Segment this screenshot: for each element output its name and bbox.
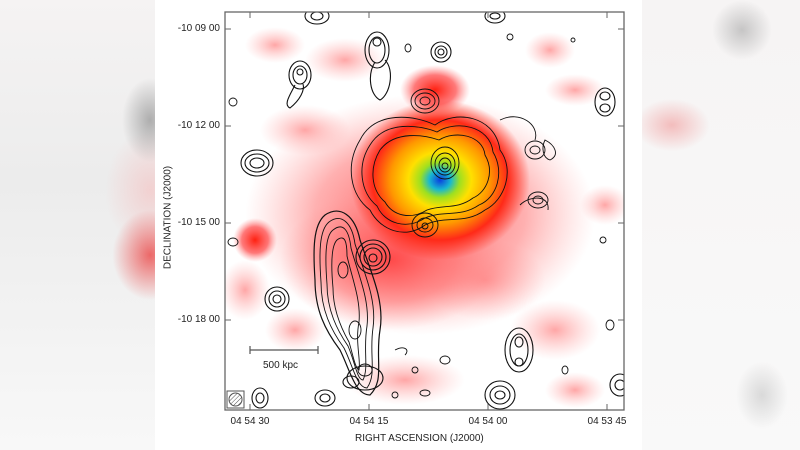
radio-xray-overlay-figure: DECLINATION (J2000) -10 09 00 -10 12 00 … <box>155 0 642 450</box>
y-tick-label: -10 15 00 <box>177 217 220 228</box>
scale-bar-label: 500 kpc <box>263 360 299 371</box>
x-tick-label: 04 54 00 <box>468 416 508 427</box>
x-tick-label: 04 54 30 <box>230 416 270 427</box>
sky-image <box>224 11 625 411</box>
axis-ticks <box>225 12 624 410</box>
xray-emission <box>225 27 624 408</box>
y-tick-label: -10 18 00 <box>177 314 220 325</box>
y-tick-label: -10 12 00 <box>177 120 220 131</box>
x-axis-label: RIGHT ASCENSION (J2000) <box>355 433 484 444</box>
x-tick-label: 04 54 15 <box>349 416 389 427</box>
blurred-background-right <box>642 0 800 450</box>
hatched-circle-beam-icon <box>226 390 245 409</box>
plot-frame <box>224 11 625 411</box>
scale-bar <box>249 346 319 354</box>
blurred-background-left <box>0 0 160 450</box>
x-tick-label: 04 53 45 <box>587 416 627 427</box>
radio-contours <box>227 12 624 410</box>
y-tick-label: -10 09 00 <box>177 23 220 34</box>
